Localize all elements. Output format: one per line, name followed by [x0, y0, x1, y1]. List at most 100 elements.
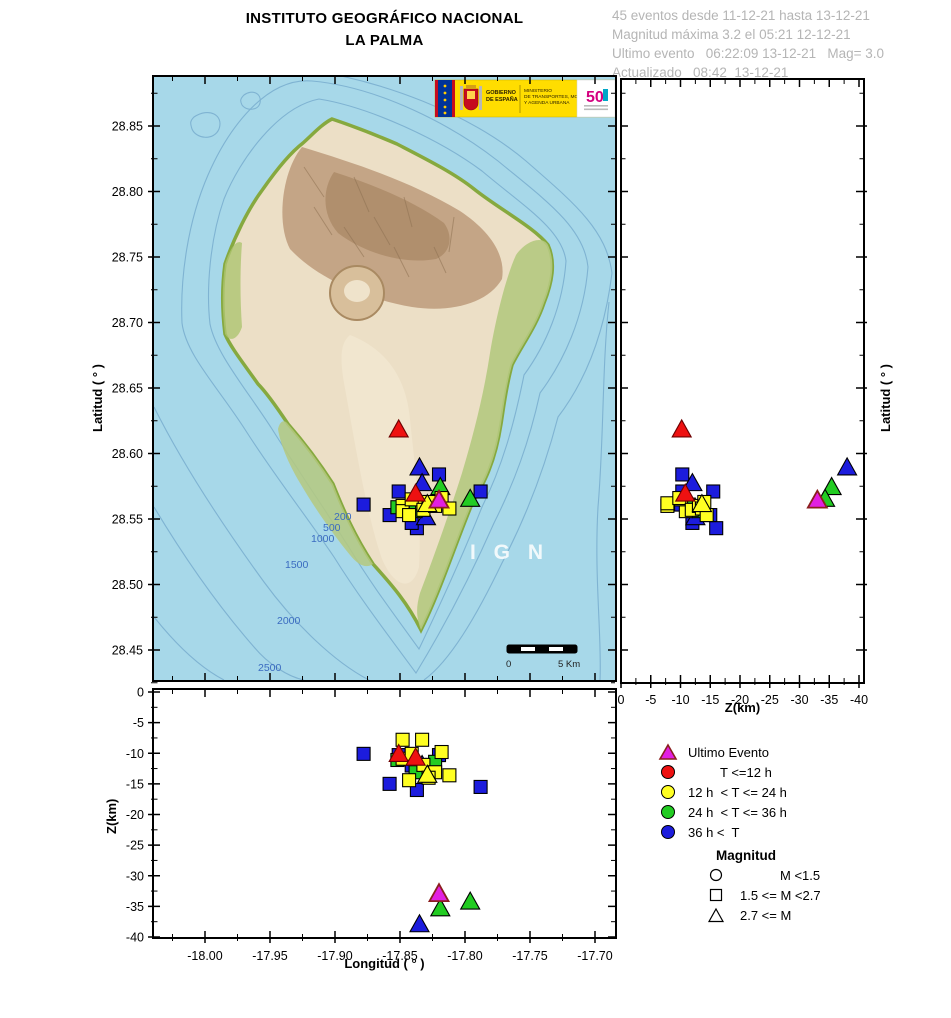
ridge-lines [303, 166, 455, 278]
government-logo: GOBIERNO DE ESPAÑA MINISTERIO DE TRANSPO… [434, 79, 615, 118]
event-marker-triangle [691, 493, 713, 513]
tick-label: -20 [731, 693, 749, 707]
bottom-x-axis-title: Longitud ( ° ) [344, 956, 425, 971]
tick-label: -17.70 [577, 949, 612, 963]
event-marker-triangle [409, 913, 430, 933]
tick-label: -25 [126, 839, 144, 853]
event-marker-square [706, 484, 721, 499]
event-marker-square [709, 521, 724, 536]
legend-item: 36 h < T [658, 822, 918, 842]
event-marker-square [434, 744, 449, 760]
event-marker-square [395, 732, 410, 747]
event-marker-triangle [427, 882, 451, 903]
tick-label: 0 [618, 693, 625, 707]
legend-circle-open-icon [709, 868, 723, 882]
legend-item-label: 36 h < T [688, 824, 740, 840]
tick-label: -18.00 [187, 949, 222, 963]
right-event-markers [660, 418, 858, 536]
status-last-event: Ultimo evento 06:22:09 13-12-21 Mag= 3.0 [612, 46, 885, 61]
legend-magnitude-item: 1.5 <= M <2.7 [658, 885, 918, 905]
map-y-axis-title: Latitud ( ° ) [90, 363, 105, 432]
spain-coat-of-arms [460, 85, 482, 111]
eu-flag [438, 80, 452, 117]
legend-item-label: 12 h < T <= 24 h [688, 784, 787, 800]
event-marker-triangle [409, 456, 430, 476]
depth-label: 200 [334, 511, 352, 523]
event-marker-square [382, 776, 397, 791]
map-event-markers [356, 418, 488, 536]
depth-latitude-panel: 0 -5 -10 -15 -20 -25 -30 -35 -40 [618, 78, 868, 707]
tick-label: 28.85 [112, 120, 143, 134]
tick-label: -17.80 [447, 949, 482, 963]
legend-magnitude-label: M <1.5 [780, 867, 821, 883]
bathymetry-contours [154, 77, 613, 680]
event-marker-square [675, 467, 690, 482]
event-marker-triangle [405, 482, 427, 502]
event-marker-triangle [388, 418, 410, 438]
event-marker-square [415, 732, 430, 747]
right-y-axis-title: Latitud ( ° ) [878, 363, 893, 432]
legend-circle-icon [661, 825, 675, 839]
scale-bar-zero: 0 [506, 659, 511, 670]
legend-triangle-open-icon [707, 907, 725, 923]
tick-label: 28.65 [112, 382, 143, 396]
tick-label: -15 [126, 777, 144, 791]
tick-label: -20 [126, 808, 144, 822]
event-marker-square [391, 484, 406, 499]
legend-magnitude-item: M <1.5 [658, 865, 918, 885]
depth-label: 2000 [277, 615, 301, 627]
event-marker-square [402, 773, 417, 788]
event-marker-triangle [806, 488, 829, 509]
ign-watermark: I G N [470, 541, 549, 564]
legend-circle-icon [661, 805, 675, 819]
event-marker-square [356, 746, 371, 761]
legend-item: Ultimo Evento [658, 742, 918, 762]
tick-label: 0 [137, 686, 144, 700]
flag-red-stripe [435, 80, 438, 117]
bottom-axis-ticks [148, 690, 615, 943]
event-marker-triangle [405, 747, 427, 766]
event-marker-triangle [459, 890, 481, 910]
tick-label: -25 [761, 693, 779, 707]
ministry-text-2: DE TRANSPORTES, MOVILIDAD [524, 94, 597, 100]
tick-label: 28.50 [112, 578, 143, 592]
right-x-axis-title: Z(km) [724, 700, 761, 715]
legend-magnitude-classes: M <1.5 1.5 <= M <2.7 2.7 <= M [658, 865, 918, 925]
page-subtitle: LA PALMA [345, 32, 424, 49]
tick-label: -17.85 [382, 949, 417, 963]
event-marker-triangle [674, 482, 696, 502]
event-marker-triangle [459, 488, 481, 507]
event-marker-triangle [429, 897, 451, 917]
tick-label: 28.75 [112, 251, 143, 265]
legend-item: 24 h < T <= 36 h [658, 802, 918, 822]
tick-label: -35 [126, 900, 144, 914]
map-axis-ticks [148, 77, 615, 684]
legend-magnitude-label: 1.5 <= M <2.7 [740, 887, 821, 903]
scale-bar-max: 5 Km [558, 659, 580, 670]
legend-circle-icon [661, 765, 675, 779]
legend: Ultimo Evento T <=12 h 12 h < T <= 24 h 24 … [658, 742, 918, 925]
tick-label: 28.80 [112, 185, 143, 199]
event-marker-square [473, 484, 488, 499]
tick-label: -15 [701, 693, 719, 707]
event-marker-square [442, 768, 457, 783]
tick-label: -35 [820, 693, 838, 707]
tick-label: -10 [126, 747, 144, 761]
page-title: INSTITUTO GEOGRÁFICO NACIONAL [245, 10, 524, 27]
event-marker-triangle [671, 418, 693, 438]
legend-time-classes: Ultimo Evento T <=12 h 12 h < T <= 24 h 24 … [658, 742, 918, 842]
event-marker-triangle [681, 472, 703, 492]
right-axis-labels: 0 -5 -10 -15 -20 -25 -30 -35 -40 [618, 693, 869, 707]
tick-label: -10 [671, 693, 689, 707]
tick-label: 28.70 [112, 316, 143, 330]
event-marker-triangle [388, 743, 410, 763]
ministry-text-1: MINISTERIO [524, 88, 552, 94]
legend-item-label: T <=12 h [720, 764, 772, 780]
event-marker-square [660, 496, 675, 511]
right-axis-ticks [620, 80, 867, 688]
depth-label: 2500 [258, 662, 282, 674]
event-marker-triangle [416, 764, 438, 783]
tick-label: 28.60 [112, 447, 143, 461]
tick-label: -40 [850, 693, 868, 707]
